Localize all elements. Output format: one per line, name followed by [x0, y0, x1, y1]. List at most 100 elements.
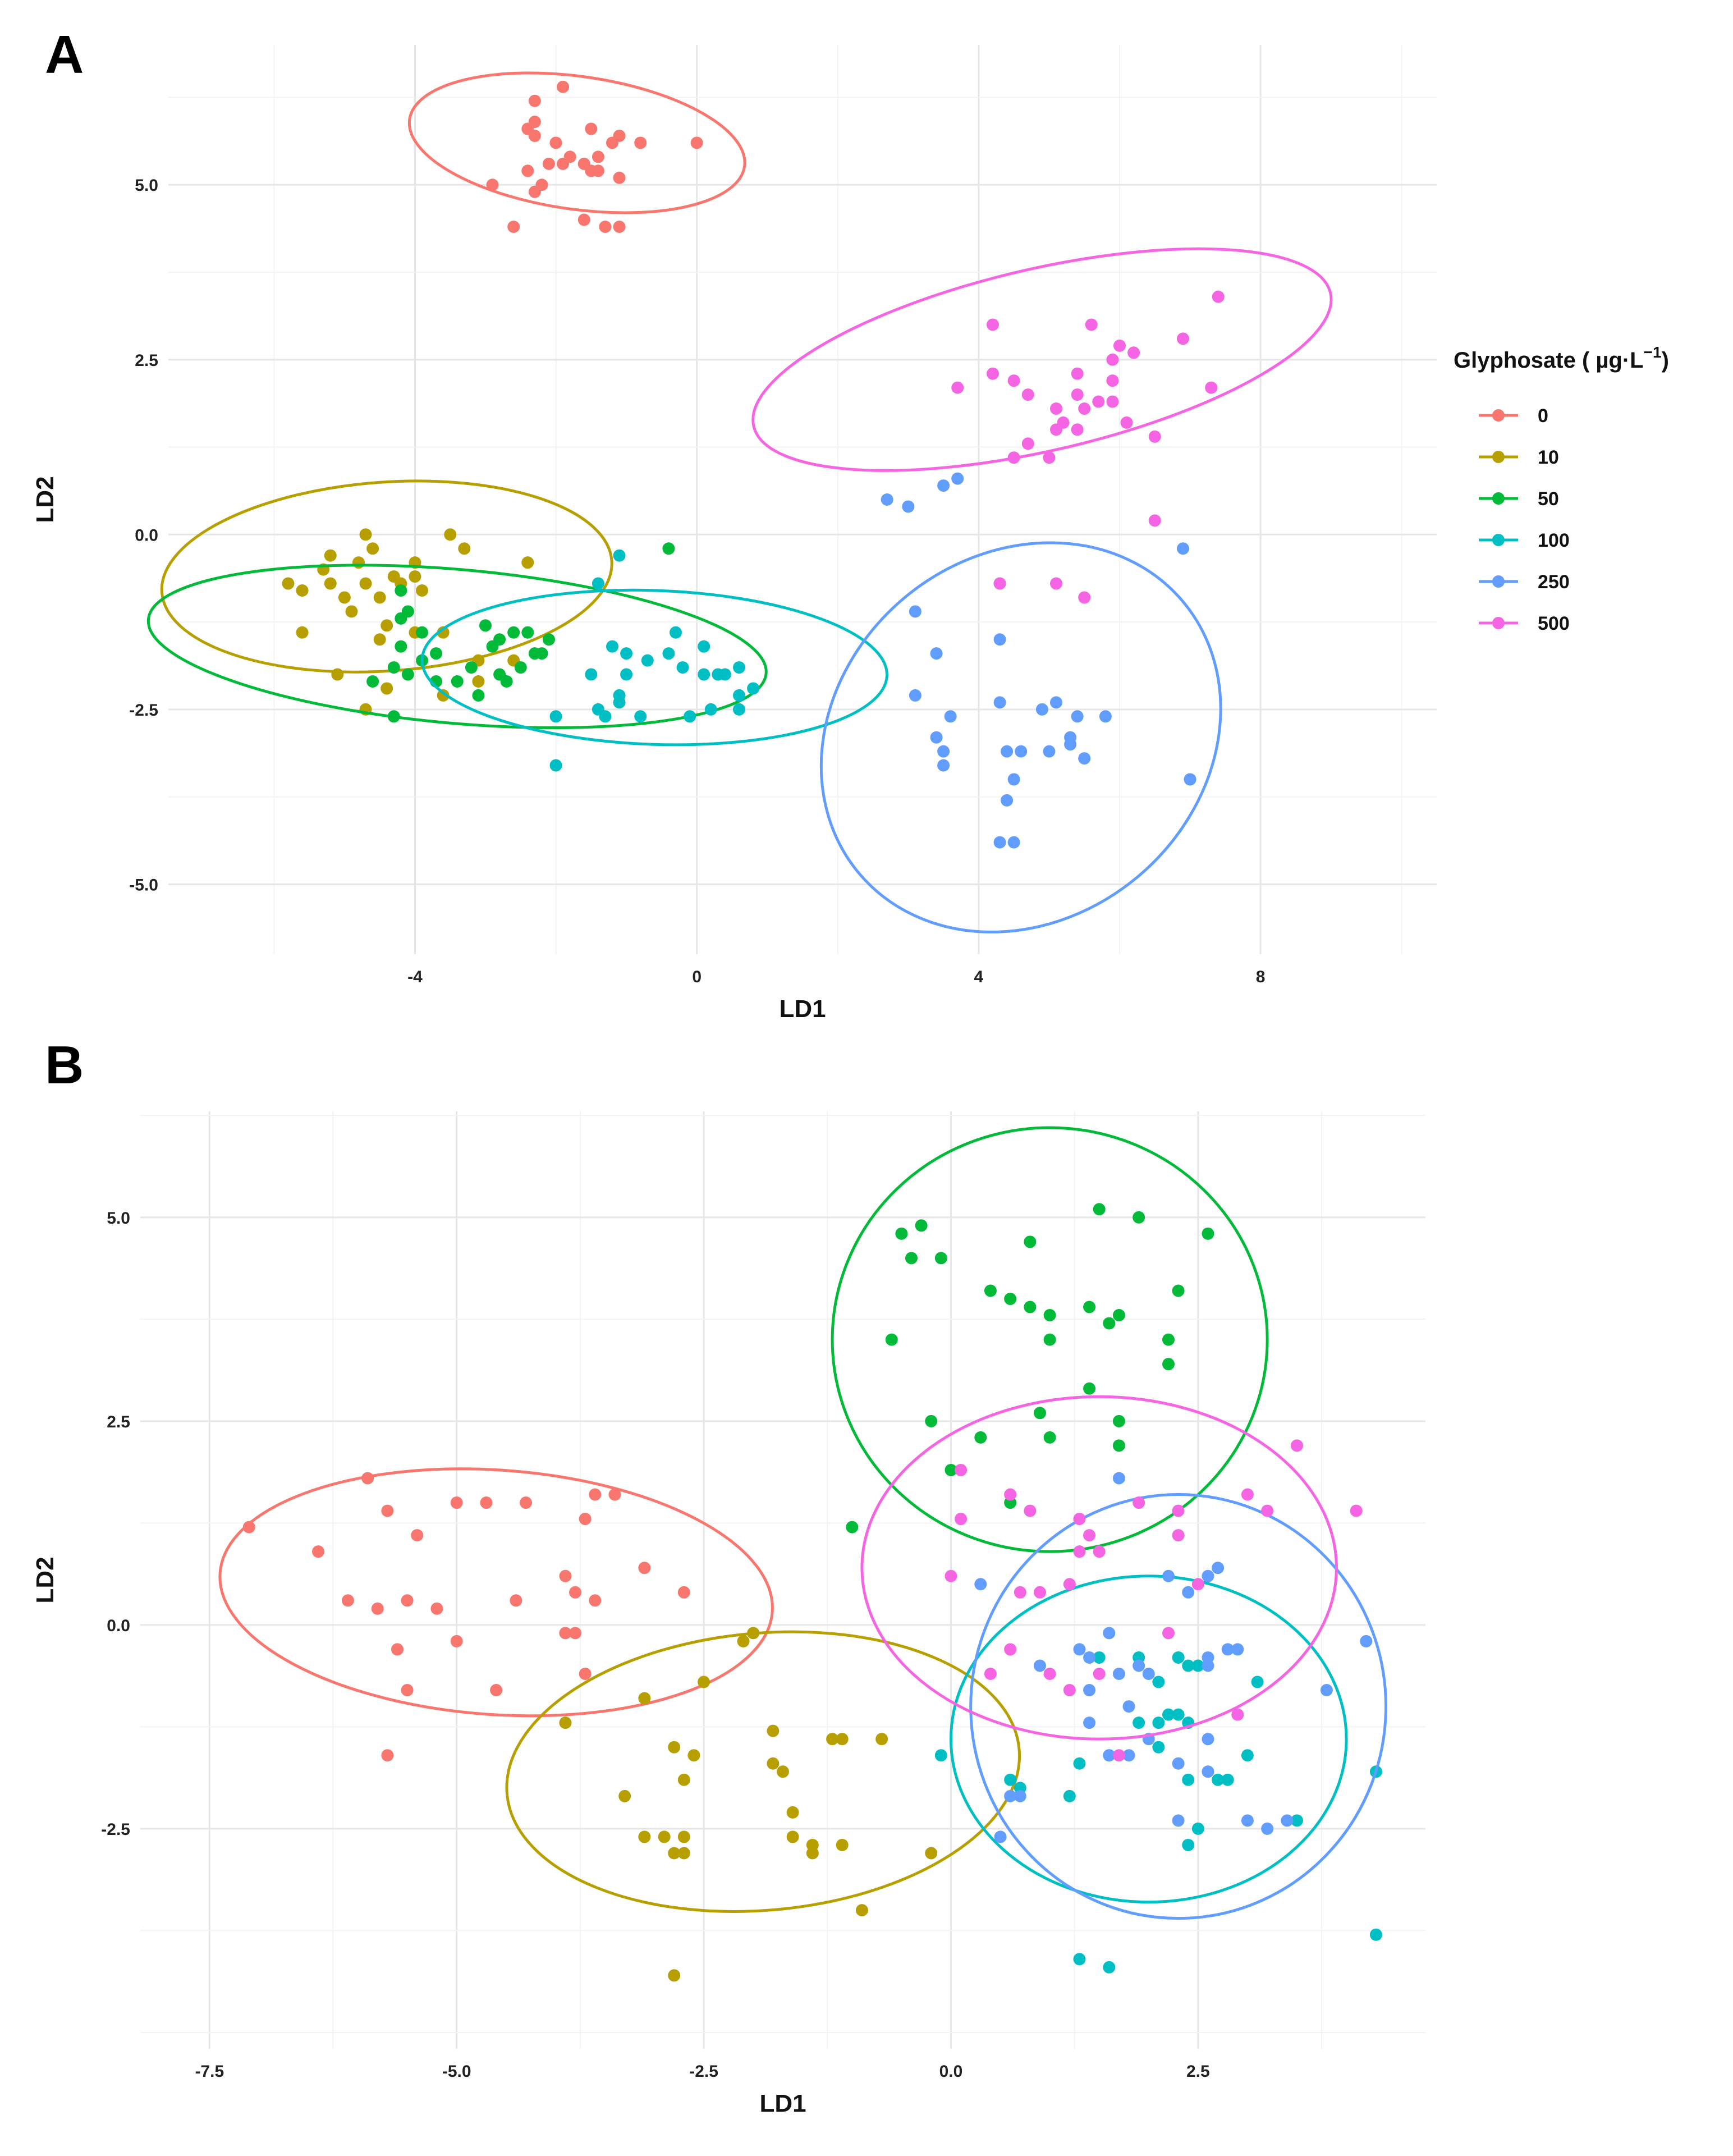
data-point: [786, 1830, 799, 1843]
data-point: [974, 1578, 987, 1591]
data-point: [638, 1692, 651, 1705]
data-point: [1083, 1301, 1096, 1313]
data-point: [712, 668, 725, 681]
data-point: [1113, 339, 1126, 352]
data-point: [543, 633, 555, 646]
data-point: [1191, 1659, 1204, 1672]
y-tick-label: 2.5: [107, 1413, 130, 1431]
data-point: [677, 1847, 690, 1860]
data-point: [486, 178, 499, 191]
data-point: [1050, 423, 1062, 436]
grid: [168, 45, 1437, 954]
data-point: [528, 185, 541, 198]
data-point: [1103, 1627, 1116, 1640]
data-point: [1083, 1382, 1096, 1395]
data-point: [1133, 1496, 1145, 1509]
data-point: [1172, 1814, 1185, 1827]
y-tick-label: -5.0: [129, 876, 158, 894]
data-point: [1004, 1488, 1017, 1501]
data-point: [430, 647, 443, 660]
data-point: [1202, 1765, 1214, 1778]
data-point: [1231, 1643, 1244, 1656]
confidence-ellipse-250: [819, 541, 1222, 933]
data-point: [641, 654, 654, 667]
data-point: [613, 171, 626, 184]
data-point: [296, 584, 309, 597]
data-point: [1092, 395, 1105, 408]
data-point: [391, 1643, 404, 1656]
series-100: [934, 1574, 1382, 1974]
data-point: [945, 1569, 957, 1582]
data-point: [836, 1838, 849, 1851]
data-point: [994, 1830, 1007, 1843]
data-point: [528, 94, 541, 107]
data-point: [395, 640, 407, 653]
data-point: [359, 528, 372, 541]
data-point: [381, 1749, 394, 1762]
data-point: [490, 1684, 503, 1697]
data-point: [1350, 1504, 1363, 1517]
data-point: [1112, 1749, 1125, 1762]
data-point: [733, 689, 745, 702]
confidence-ellipse-100: [949, 1574, 1348, 1904]
data-point: [955, 1513, 968, 1526]
data-point: [1184, 773, 1196, 786]
data-point: [549, 759, 562, 772]
data-point: [395, 612, 407, 625]
data-point: [1063, 1578, 1076, 1591]
legend-label: 250: [1538, 571, 1570, 593]
data-point: [1093, 1203, 1106, 1216]
y-tick-label: 5.0: [135, 176, 158, 195]
data-point: [338, 591, 351, 604]
data-point: [1291, 1439, 1303, 1452]
data-point: [925, 1415, 938, 1427]
data-point: [1043, 1431, 1056, 1444]
data-point: [1251, 1676, 1264, 1688]
data-point: [416, 626, 428, 639]
x-tick-label: -5.0: [442, 2062, 471, 2081]
confidence-ellipse-500: [860, 1395, 1338, 1741]
data-point: [401, 1684, 414, 1697]
legend-label: 500: [1538, 613, 1570, 634]
data-point: [1007, 451, 1020, 464]
data-point: [1152, 1741, 1165, 1754]
data-point: [1050, 402, 1062, 415]
data-point: [684, 710, 696, 723]
series-50: [146, 542, 768, 729]
data-point: [1014, 1789, 1026, 1802]
data-point: [1148, 430, 1161, 443]
data-point: [381, 1504, 394, 1517]
legend-key-point: [1492, 451, 1505, 463]
data-point: [1221, 1643, 1234, 1656]
data-point: [934, 1252, 947, 1265]
data-point: [380, 619, 393, 632]
legend-key-point: [1492, 534, 1505, 546]
data-point: [528, 130, 541, 142]
series-100: [420, 549, 888, 772]
data-point: [1007, 374, 1020, 387]
data-point: [1261, 1822, 1274, 1835]
data-point: [1004, 1643, 1017, 1656]
data-point: [698, 668, 710, 681]
panel-a: A -4 0 4 8 -5.0 -2.5 0.0 2.5 5.0 LD1 LD2: [31, 25, 1437, 1023]
data-point: [687, 1749, 700, 1762]
data-point: [1241, 1488, 1254, 1501]
series-10: [505, 1627, 1021, 1982]
data-point: [826, 1733, 839, 1746]
legend-item-0: 0: [1479, 405, 1548, 427]
data-point: [1001, 745, 1014, 758]
data-point: [1182, 1838, 1195, 1851]
legend-label: 10: [1538, 447, 1559, 468]
data-point: [1281, 1814, 1294, 1827]
x-tick-label: 4: [974, 968, 984, 986]
data-point: [937, 479, 950, 492]
series-50: [831, 1126, 1269, 1553]
data-point: [1127, 346, 1140, 359]
data-point: [677, 1773, 690, 1786]
data-point: [592, 150, 604, 163]
data-point: [747, 682, 760, 695]
data-point: [1172, 1529, 1185, 1542]
data-point: [881, 493, 893, 506]
data-point: [395, 584, 407, 597]
